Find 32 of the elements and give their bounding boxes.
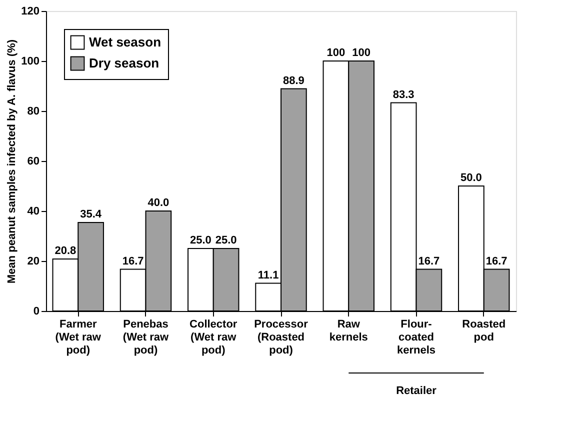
y-tick-label: 20 (27, 256, 40, 268)
y-tick-label: 80 (27, 106, 40, 118)
data-label: 20.8 (54, 245, 76, 257)
legend-label: Wet season (89, 34, 162, 50)
x-tick-label: Penebas (Wet raw pod) (122, 318, 170, 356)
x-tick-label: Raw kernels (329, 318, 368, 344)
data-label: 11.1 (258, 269, 279, 282)
x-tick-label: Collector (Wet raw pod) (190, 318, 238, 356)
x-tick-label: Roasted pod (462, 318, 506, 344)
data-label: 16.7 (122, 255, 144, 268)
data-label: 25.0 (215, 234, 237, 246)
y-axis-title: Mean peanut samples infected by A. flavus (%) (6, 39, 18, 284)
legend-label: Dry season (89, 56, 160, 70)
y-tick-label: 100 (21, 56, 40, 68)
data-label: 83.3 (392, 88, 414, 101)
x-tick-label: Flour- coated kernels (396, 318, 436, 356)
data-label: 25.0 (190, 234, 212, 246)
y-tick-label: 40 (27, 206, 40, 218)
data-label: 100 (326, 47, 346, 59)
data-label: 50.0 (460, 172, 482, 184)
y-tick-label: 0 (33, 306, 40, 318)
data-label: 40.0 (148, 197, 170, 209)
data-label: 16.7 (418, 255, 440, 268)
data-label: 35.4 (80, 208, 102, 220)
data-label: 16.7 (486, 255, 508, 268)
y-tick-label: 120 (21, 6, 40, 18)
x-tick-label: Processor (Roasted pod) (254, 318, 309, 356)
data-label: 88.9 (282, 74, 304, 87)
data-label: 100 (352, 47, 370, 59)
x-tick-label: Farmer (Wet raw pod) (55, 318, 102, 356)
y-tick-label: 60 (27, 156, 40, 168)
text: Retailer (396, 385, 438, 397)
